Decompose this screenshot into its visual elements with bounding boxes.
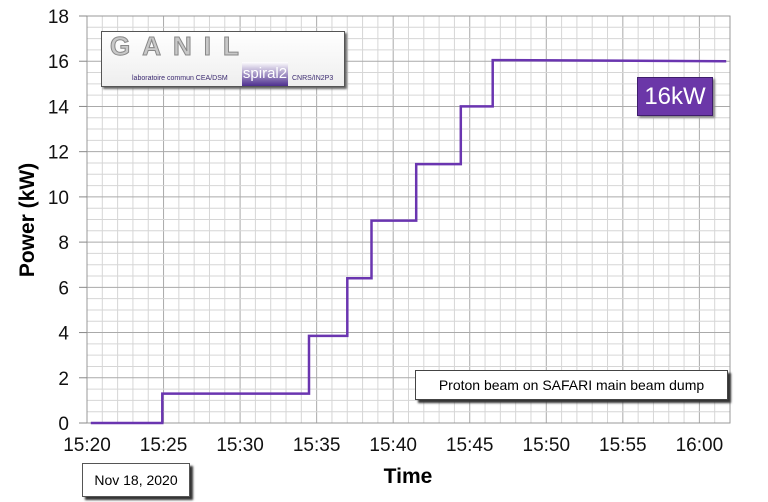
x-tick-label: 15:40: [369, 435, 417, 456]
x-tick-label: 15:50: [523, 435, 571, 456]
x-tick-label: 15:45: [446, 435, 494, 456]
y-tick-label: 10: [48, 188, 69, 209]
logo-left-text: laboratoire commun CEA/DSM: [132, 75, 228, 82]
y-tick-label: 14: [48, 97, 70, 118]
x-tick-label: 15:25: [140, 435, 188, 456]
power-label: 16kW: [637, 77, 713, 116]
y-tick-label: 18: [48, 7, 69, 28]
x-tick-label: 15:35: [293, 435, 341, 456]
x-tick-label: 15:30: [216, 435, 264, 456]
y-tick-label: 16: [48, 52, 69, 73]
power-series-line: [90, 58, 727, 425]
y-tick-label: 12: [48, 143, 69, 164]
y-tick-label: 8: [58, 233, 69, 254]
ganil-spiral2-logo: GANIL spiral2 laboratoire commun CEA/DSM…: [101, 31, 345, 87]
date-label: Nov 18, 2020: [82, 463, 190, 497]
logo-right-text: CNRS/IN2P3: [292, 75, 334, 82]
y-tick-label: 4: [58, 324, 69, 345]
description-label: Proton beam on SAFARI main beam dump: [415, 370, 728, 400]
y-tick-label: 6: [58, 278, 69, 299]
y-axis-title: Power (kW): [16, 163, 39, 277]
plot-frame: [86, 15, 731, 424]
x-tick-label: 16:00: [676, 435, 724, 456]
x-tick-label: 15:20: [63, 435, 111, 456]
logo-spiral2: spiral2: [242, 62, 288, 86]
logo-wordmark: GANIL: [110, 31, 251, 61]
x-axis-title: Time: [384, 465, 433, 488]
y-tick-label: 0: [58, 414, 69, 435]
x-tick-label: 15:55: [599, 435, 647, 456]
y-tick-label: 2: [58, 369, 69, 390]
